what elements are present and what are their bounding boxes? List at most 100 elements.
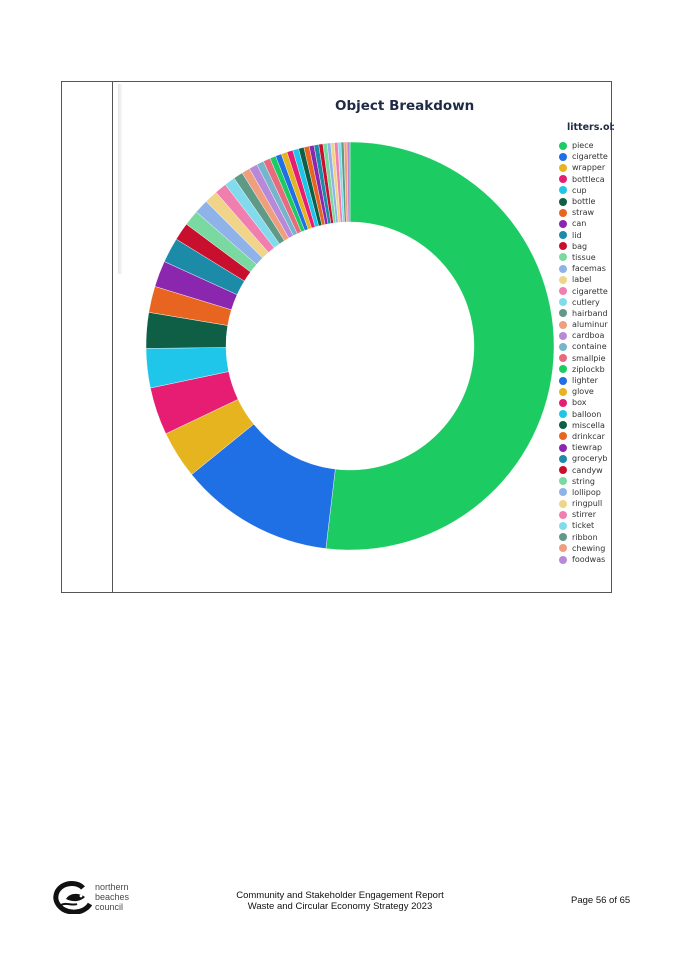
legend-item[interactable]: bottleca xyxy=(554,174,614,185)
chart-frame: Object Breakdown litters.obje piececigar… xyxy=(61,81,614,593)
legend-label: ringpull xyxy=(572,499,603,509)
legend-item[interactable]: foodwas xyxy=(554,554,614,565)
legend-item[interactable]: can xyxy=(554,218,614,229)
legend-swatch xyxy=(559,197,567,206)
legend-item[interactable]: box xyxy=(554,397,614,408)
legend-swatch xyxy=(559,141,567,150)
legend-label: containe xyxy=(572,342,607,352)
legend-label: tissue xyxy=(572,252,596,262)
legend-swatch xyxy=(559,555,567,564)
legend-item[interactable]: ziplockb xyxy=(554,364,614,375)
council-logo-icon xyxy=(53,881,93,914)
legend-label: lollipop xyxy=(572,487,601,497)
legend-label: box xyxy=(572,398,587,408)
legend-item[interactable]: piece xyxy=(554,140,614,151)
legend-item[interactable]: glove xyxy=(554,386,614,397)
legend-label: balloon xyxy=(572,409,602,419)
legend-item[interactable]: cigarette xyxy=(554,285,614,296)
scroll-shadow xyxy=(118,84,122,274)
legend-item[interactable]: smallpie xyxy=(554,353,614,364)
legend-label: chewing xyxy=(572,543,606,553)
legend-item[interactable]: balloon xyxy=(554,409,614,420)
legend-label: lighter xyxy=(572,376,598,386)
legend-item[interactable]: stirrer xyxy=(554,509,614,520)
legend-item[interactable]: wrapper xyxy=(554,162,614,173)
legend-swatch xyxy=(559,499,567,508)
legend-swatch xyxy=(559,175,567,184)
legend-swatch xyxy=(559,421,567,430)
legend-swatch xyxy=(559,544,567,553)
legend-label: bottleca xyxy=(572,174,605,184)
legend-item[interactable]: ringpull xyxy=(554,498,614,509)
legend-item[interactable]: containe xyxy=(554,341,614,352)
legend: litters.obje piececigarettewrapperbottle… xyxy=(554,122,614,572)
legend-item[interactable]: cigarette xyxy=(554,151,614,162)
legend-label: ticket xyxy=(572,521,595,531)
legend-swatch xyxy=(559,365,567,374)
council-wordmark: northern beaches council xyxy=(95,882,129,912)
legend-swatch xyxy=(559,242,567,251)
legend-item[interactable]: lid xyxy=(554,230,614,241)
logo-line-1: northern xyxy=(95,882,129,892)
legend-item[interactable]: hairband xyxy=(554,308,614,319)
legend-label: groceryb xyxy=(572,454,608,464)
legend-item[interactable]: chewing xyxy=(554,543,614,554)
legend-label: piece xyxy=(572,141,594,151)
legend-item[interactable]: tiewrap xyxy=(554,442,614,453)
legend-label: aluminur xyxy=(572,320,608,330)
legend-item[interactable]: cutlery xyxy=(554,297,614,308)
legend-item[interactable]: ribbon xyxy=(554,532,614,543)
legend-swatch xyxy=(559,320,567,329)
page-number: Page 56 of 65 xyxy=(571,895,631,906)
legend-label: stirrer xyxy=(572,510,596,520)
legend-label: miscella xyxy=(572,420,605,430)
slice-foodwas[interactable] xyxy=(346,141,351,223)
legend-swatch xyxy=(559,466,567,475)
legend-item[interactable]: straw xyxy=(554,207,614,218)
legend-item[interactable]: label xyxy=(554,274,614,285)
legend-label: label xyxy=(572,275,592,285)
logo-line-3: council xyxy=(95,902,124,912)
legend-item[interactable]: aluminur xyxy=(554,319,614,330)
legend-swatch xyxy=(559,298,567,307)
legend-label: straw xyxy=(572,208,595,218)
legend-label: can xyxy=(572,219,587,229)
legend-item[interactable]: cup xyxy=(554,185,614,196)
legend-swatch xyxy=(559,253,567,262)
legend-swatch xyxy=(559,231,567,240)
legend-swatch xyxy=(559,398,567,407)
legend-label: candyw xyxy=(572,465,603,475)
legend-item[interactable]: miscella xyxy=(554,420,614,431)
legend-label: cigarette xyxy=(572,152,608,162)
legend-item[interactable]: cardboa xyxy=(554,330,614,341)
legend-item[interactable]: lollipop xyxy=(554,487,614,498)
legend-label: wrapper xyxy=(572,163,606,173)
report-title-line-1: Community and Stakeholder Engagement Rep… xyxy=(236,890,444,901)
slice-piece[interactable] xyxy=(325,141,555,551)
legend-swatch xyxy=(559,533,567,542)
legend-swatch xyxy=(559,354,567,363)
legend-item[interactable]: bottle xyxy=(554,196,614,207)
legend-swatch xyxy=(559,219,567,228)
legend-label: glove xyxy=(572,387,594,397)
legend-item[interactable]: facemas xyxy=(554,263,614,274)
legend-item[interactable]: tissue xyxy=(554,252,614,263)
legend-item[interactable]: string xyxy=(554,476,614,487)
legend-swatch xyxy=(559,275,567,284)
legend-swatch xyxy=(559,387,567,396)
legend-swatch xyxy=(559,309,567,318)
legend-item[interactable]: bag xyxy=(554,241,614,252)
legend-item[interactable]: lighter xyxy=(554,375,614,386)
legend-swatch xyxy=(559,410,567,419)
legend-item[interactable]: candyw xyxy=(554,464,614,475)
legend-item[interactable]: ticket xyxy=(554,520,614,531)
legend-item[interactable]: groceryb xyxy=(554,453,614,464)
legend-label: ribbon xyxy=(572,532,598,542)
donut-chart xyxy=(145,141,555,551)
legend-swatch xyxy=(559,264,567,273)
chart-title: Object Breakdown xyxy=(335,98,475,114)
legend-item[interactable]: drinkcar xyxy=(554,431,614,442)
legend-swatch xyxy=(559,521,567,530)
report-title-line-2: Waste and Circular Economy Strategy 2023 xyxy=(247,901,433,912)
legend-label: drinkcar xyxy=(572,431,605,441)
